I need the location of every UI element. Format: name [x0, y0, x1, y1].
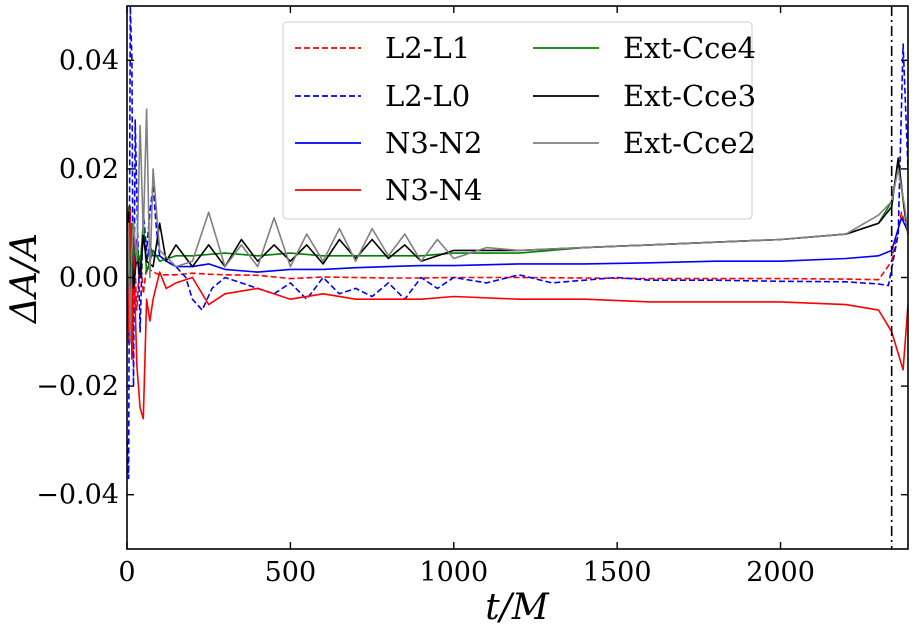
legend-label: L2-L0	[385, 79, 470, 113]
series-layer	[127, 6, 908, 480]
x-tick-label: 0	[118, 557, 135, 588]
legend: L2-L1 L2-L0 N3-N2 N3-N4 Ext-Cce4 Ext-Cce3 Ext-…	[282, 21, 756, 220]
y-tick-label: 0.02	[59, 154, 119, 185]
y-axis-label: ΔA/A	[4, 233, 45, 325]
series-line-n3-n4	[127, 222, 908, 420]
legend-label: Ext-Cce4	[623, 31, 756, 65]
y-tick-label: 0.00	[59, 263, 119, 294]
y-tick-label: −0.02	[36, 371, 119, 402]
legend-entry-l2-l0: L2-L0	[295, 79, 470, 113]
legend-label: L2-L1	[385, 31, 470, 65]
legend-label: N3-N2	[385, 126, 482, 160]
legend-label: Ext-Cce3	[623, 79, 756, 113]
x-tick-label: 500	[265, 557, 317, 588]
legend-box	[282, 21, 753, 220]
legend-entries: L2-L1 L2-L0 N3-N2 N3-N4 Ext-Cce4 Ext-Cce3 Ext-…	[295, 31, 756, 207]
x-tick-label: 2000	[746, 557, 815, 588]
series-line-ext-cce2	[127, 108, 908, 344]
series-line-l2-l1	[127, 206, 908, 360]
legend-entry-ext-cce2: Ext-Cce2	[533, 126, 756, 160]
legend-entry-n3-n4: N3-N4	[295, 173, 482, 207]
x-axis-label: t/M	[485, 587, 550, 628]
legend-entry-l2-l1: L2-L1	[295, 31, 470, 65]
legend-entry-n3-n2: N3-N2	[295, 126, 482, 160]
y-tick-label: 0.04	[59, 45, 119, 76]
x-tick-label: 1500	[583, 557, 652, 588]
y-tick-label: −0.04	[36, 480, 119, 511]
x-tick-label: 1000	[419, 557, 488, 588]
legend-label: N3-N4	[385, 173, 482, 207]
legend-entry-ext-cce3: Ext-Cce3	[533, 79, 756, 113]
legend-entry-ext-cce4: Ext-Cce4	[533, 31, 756, 65]
plot-frame	[126, 5, 909, 550]
legend-label: Ext-Cce2	[623, 126, 756, 160]
ticks-layer: 0 500 1000 1500 2000 −0.04 −0.02 0.00 0.02 0.04	[36, 6, 908, 588]
